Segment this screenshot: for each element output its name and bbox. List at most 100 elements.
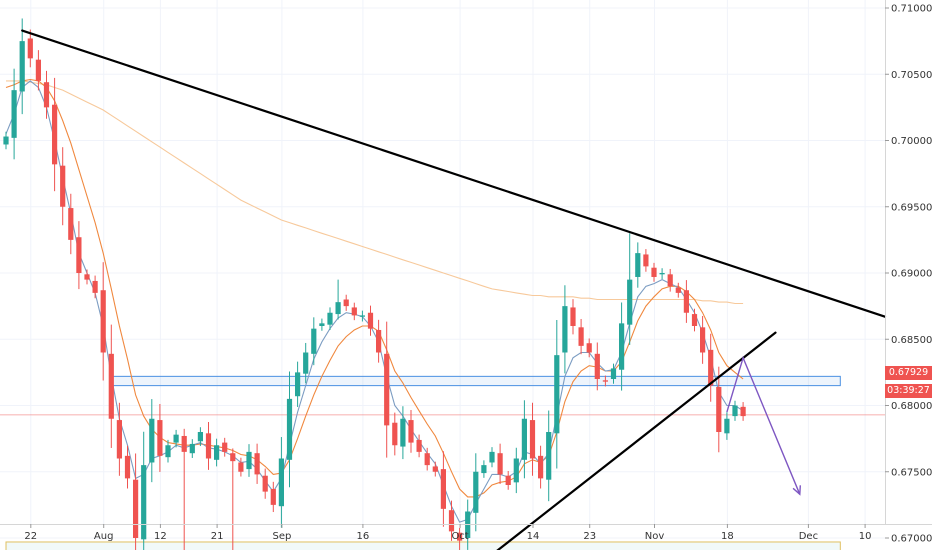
candle-body: [432, 466, 438, 472]
zones: [0, 375, 885, 550]
y-tick-label: 0.70000: [891, 136, 932, 147]
countdown-label: 03:39:27: [885, 384, 932, 398]
candle-body: [700, 327, 706, 353]
y-tick-label: 0.69000: [891, 269, 932, 280]
candle-body: [303, 352, 309, 374]
candle-body: [457, 532, 463, 541]
resistance-zone: [110, 375, 841, 387]
y-tick-label: 0.71000: [891, 4, 932, 15]
candle-body: [732, 405, 738, 417]
candle-body: [311, 328, 317, 354]
candle-body: [84, 274, 90, 280]
candle-body: [708, 349, 714, 386]
arrow-head: [792, 485, 802, 496]
candle-body: [367, 312, 374, 329]
x-tick-label: 22: [24, 531, 37, 542]
candle-body: [635, 253, 641, 277]
grid: [0, 0, 885, 539]
moving-averages: [5, 78, 744, 523]
x-tick-label: Dec: [799, 531, 818, 542]
trendlines: [21, 29, 887, 550]
candle-body: [197, 432, 203, 442]
candle-body: [100, 290, 106, 353]
candle-body: [124, 455, 131, 479]
candle-body: [570, 307, 576, 326]
candles: [3, 18, 746, 550]
candle-body: [35, 59, 41, 81]
candle-body: [60, 165, 66, 207]
candle-body: [691, 314, 698, 326]
candle-body: [295, 372, 301, 397]
candle-body: [489, 451, 495, 463]
candle-body: [270, 488, 276, 505]
x-tick-label: 16: [357, 531, 370, 542]
candle-body: [76, 237, 82, 273]
candle-body: [27, 38, 33, 59]
candle-body: [538, 455, 544, 479]
candle-body: [141, 465, 147, 540]
candle-body: [408, 420, 414, 443]
candle-body: [262, 475, 268, 492]
candle-body: [189, 443, 195, 454]
x-tick-label: Nov: [645, 531, 665, 542]
candle-body: [497, 453, 503, 475]
candle-body: [578, 327, 584, 346]
candle-body: [214, 445, 220, 460]
current-price-label: 0.67929: [885, 366, 932, 380]
projection-arrow: [726, 355, 802, 496]
y-tick-label: 0.69500: [891, 202, 932, 213]
y-tick-label: 0.68500: [891, 335, 932, 346]
candle-body: [384, 353, 390, 426]
y-tick-label: 0.70500: [891, 70, 932, 81]
x-tick-label: Aug: [94, 531, 114, 542]
candle-body: [554, 355, 560, 434]
candle-body: [205, 433, 212, 459]
candle-body: [716, 386, 722, 432]
candle-body: [481, 465, 487, 474]
candle-body: [740, 406, 746, 417]
candle-body: [278, 458, 284, 507]
candle-body: [230, 453, 236, 462]
ascending-support: [496, 331, 777, 550]
candle-body: [440, 469, 446, 509]
time-axis[interactable]: 22 Aug 12 21 Sep 16 Oct 14 23 Nov 18 Dec 10: [24, 524, 871, 542]
candle-body: [416, 439, 422, 452]
candle-body: [448, 510, 455, 532]
candle-body: [424, 453, 430, 466]
candle-body: [108, 353, 114, 419]
candle-body: [52, 104, 58, 165]
candle-body: [351, 307, 357, 316]
candle-body: [3, 136, 9, 145]
candle-body: [376, 329, 382, 353]
candle-body: [43, 82, 50, 108]
price-axis[interactable]: 0.71000 0.70500 0.70000 0.69500 0.69000 0.685…: [885, 4, 932, 545]
y-tick-label: 0.67500: [891, 467, 932, 478]
candle-body: [513, 458, 519, 483]
candle-body: [724, 418, 730, 434]
candle-body: [319, 323, 325, 326]
candle-body: [643, 254, 649, 267]
candle-body: [529, 420, 536, 459]
candle-body: [11, 90, 17, 138]
candle-body: [157, 420, 163, 456]
candle-body: [562, 306, 568, 353]
candle-body: [675, 287, 681, 293]
candle-body: [392, 422, 398, 446]
candle-body: [619, 323, 625, 370]
ma-mid-line: [5, 78, 744, 498]
candle-body: [92, 280, 98, 293]
candle-body: [165, 445, 171, 458]
candle-body: [400, 418, 406, 447]
x-tick-label: Oct: [451, 531, 468, 542]
candle-body: [173, 434, 179, 443]
x-tick-label: 23: [583, 531, 596, 542]
y-tick-label: 0.67000: [891, 534, 932, 545]
candle-body: [610, 368, 617, 379]
candle-body: [473, 471, 479, 513]
candle-body: [343, 299, 349, 307]
descending-resistance: [21, 29, 887, 318]
candle-body: [133, 479, 139, 538]
x-tick-label: 21: [211, 531, 224, 542]
candle-body: [181, 435, 187, 452]
